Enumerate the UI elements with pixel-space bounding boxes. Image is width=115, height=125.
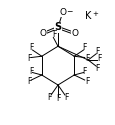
Text: F: F xyxy=(82,67,86,76)
Text: S: S xyxy=(54,22,61,32)
Text: O: O xyxy=(71,29,78,38)
Text: F: F xyxy=(55,94,60,103)
Text: O: O xyxy=(39,29,46,38)
Text: F: F xyxy=(97,54,101,63)
Text: F: F xyxy=(63,93,68,102)
Text: +: + xyxy=(91,11,97,17)
Text: F: F xyxy=(82,43,86,52)
Text: F: F xyxy=(27,54,31,63)
Text: F: F xyxy=(29,43,33,52)
Text: F: F xyxy=(29,67,33,76)
Text: F: F xyxy=(51,30,56,39)
Text: F: F xyxy=(47,93,52,102)
Text: K: K xyxy=(84,11,91,21)
Text: F: F xyxy=(27,77,31,86)
Text: F: F xyxy=(84,54,88,63)
Text: −: − xyxy=(65,7,72,16)
Text: O: O xyxy=(59,8,66,17)
Text: F: F xyxy=(94,64,99,73)
Text: F: F xyxy=(94,47,99,56)
Text: F: F xyxy=(84,77,88,86)
